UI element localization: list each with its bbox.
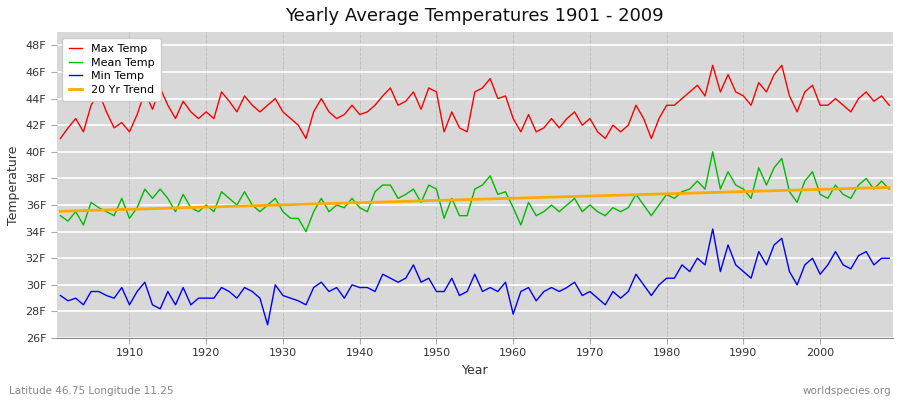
Mean Temp [884, 187, 895, 192]
Min Temp [508, 312, 518, 316]
Title: Yearly Average Temperatures 1901 - 2009: Yearly Average Temperatures 1901 - 2009 [285, 7, 664, 25]
20 Yr Trend [884, 185, 895, 190]
Max Temp [884, 103, 895, 108]
Max Temp [285, 116, 296, 121]
20 Yr Trend [508, 196, 518, 201]
20 Yr Trend [116, 207, 127, 212]
Max Temp [500, 94, 511, 98]
20 Yr Trend [331, 201, 342, 206]
Mean Temp [285, 216, 296, 221]
Mean Temp [707, 150, 718, 154]
20 Yr Trend [500, 196, 511, 201]
20 Yr Trend [55, 209, 66, 214]
Min Temp [292, 298, 303, 303]
Max Temp [508, 116, 518, 121]
Mean Temp [608, 205, 618, 210]
Legend: Max Temp, Mean Temp, Min Temp, 20 Yr Trend: Max Temp, Mean Temp, Min Temp, 20 Yr Tre… [62, 38, 161, 101]
Mean Temp [55, 213, 66, 218]
Min Temp [262, 322, 273, 327]
20 Yr Trend [600, 193, 611, 198]
Min Temp [884, 256, 895, 261]
Line: Min Temp: Min Temp [60, 229, 889, 325]
Mean Temp [516, 222, 526, 227]
Text: worldspecies.org: worldspecies.org [803, 386, 891, 396]
Line: 20 Yr Trend: 20 Yr Trend [60, 187, 889, 211]
Max Temp [707, 63, 718, 68]
Min Temp [516, 289, 526, 294]
Min Temp [116, 285, 127, 290]
Mean Temp [508, 205, 518, 210]
X-axis label: Year: Year [462, 364, 488, 377]
Max Temp [55, 136, 66, 141]
Min Temp [339, 296, 350, 300]
Max Temp [600, 136, 611, 141]
Y-axis label: Temperature: Temperature [7, 145, 20, 225]
Line: Mean Temp: Mean Temp [60, 152, 889, 232]
Min Temp [707, 226, 718, 231]
Min Temp [55, 293, 66, 298]
Text: Latitude 46.75 Longitude 11.25: Latitude 46.75 Longitude 11.25 [9, 386, 174, 396]
20 Yr Trend [285, 202, 296, 207]
Mean Temp [301, 229, 311, 234]
Max Temp [331, 116, 342, 121]
Line: Max Temp: Max Temp [60, 65, 889, 138]
Max Temp [116, 120, 127, 125]
Mean Temp [116, 196, 127, 201]
Mean Temp [339, 205, 350, 210]
Min Temp [608, 289, 618, 294]
